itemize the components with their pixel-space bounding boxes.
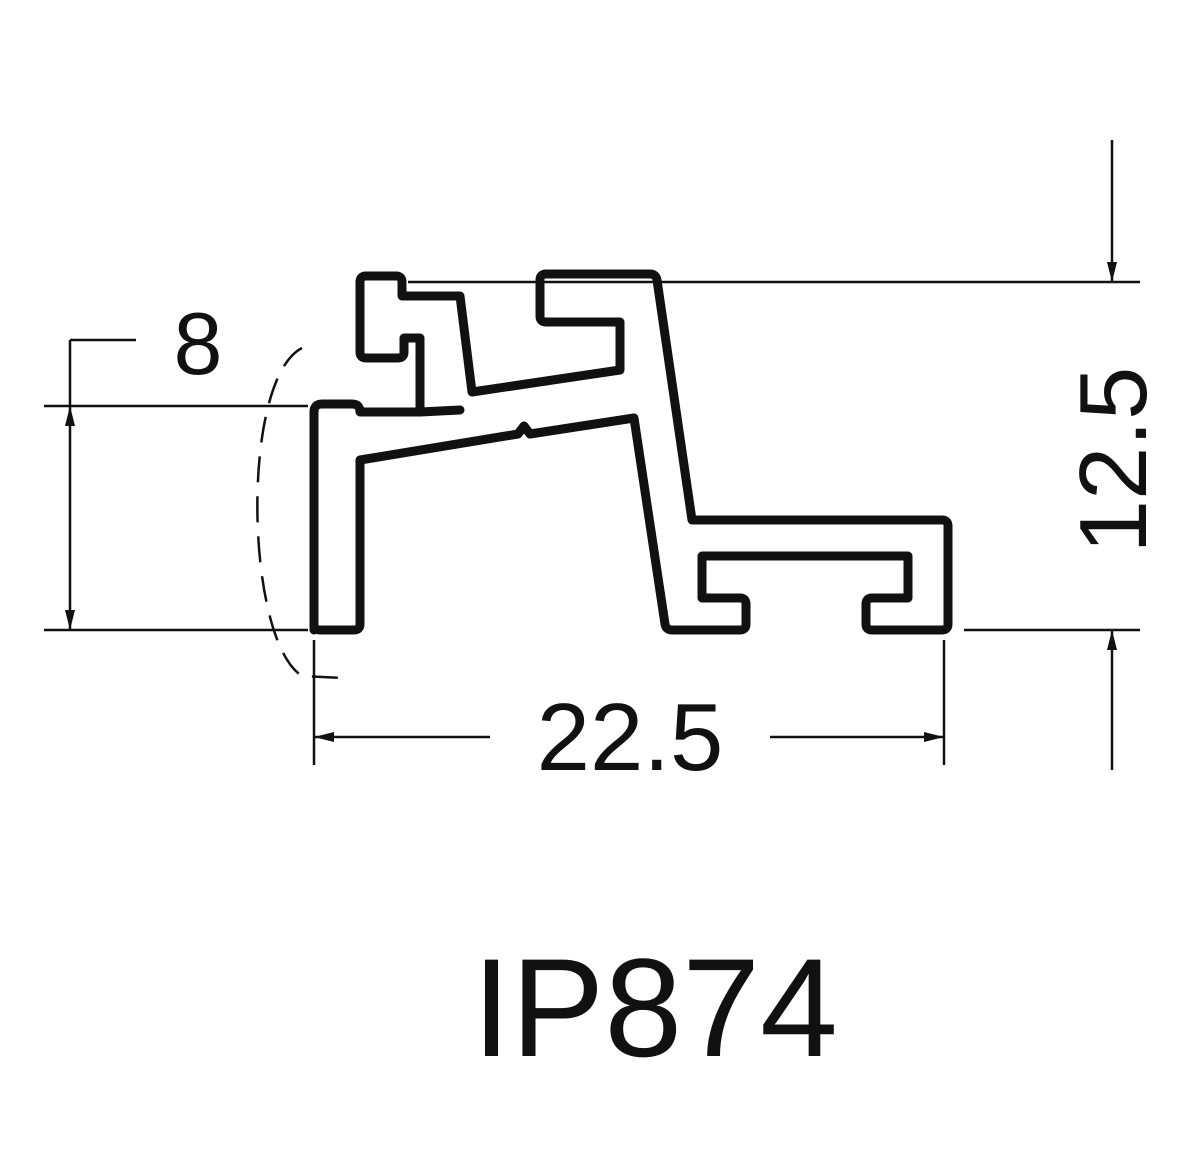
radius-dash-arc (256, 346, 343, 680)
profile-inner-web (415, 405, 465, 417)
part-number: IP874 (472, 929, 838, 1086)
dimension-width-label: 22.5 (537, 684, 724, 791)
profile-outline (309, 269, 953, 635)
extension-lines (44, 280, 1140, 765)
dimension-left-height-label: 8 (174, 294, 223, 393)
dimension-height-label: 12.5 (1060, 367, 1167, 554)
profile-main-body (309, 269, 953, 635)
